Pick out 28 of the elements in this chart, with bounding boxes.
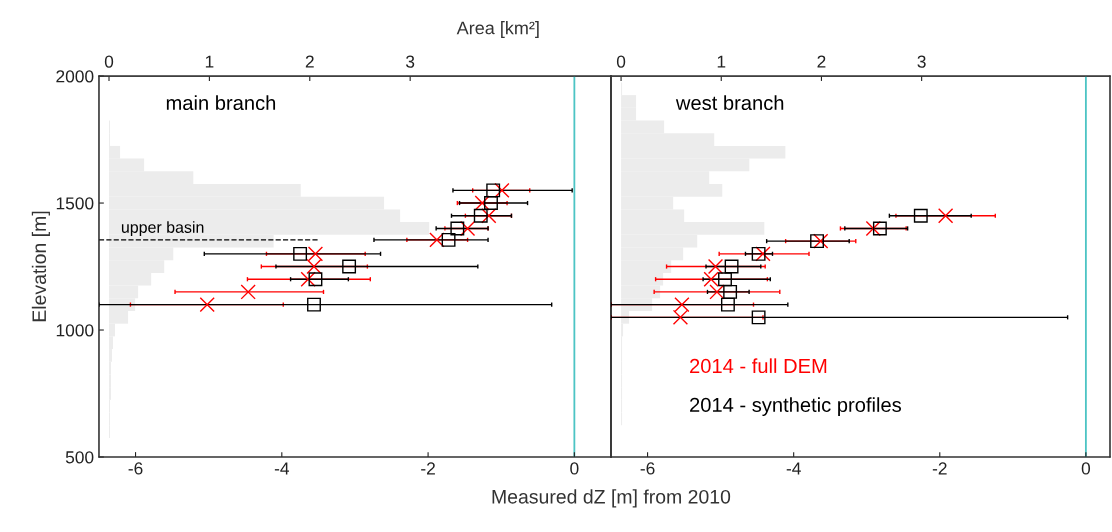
series-label: 2014 - full DEM: [690, 358, 827, 374]
y-tick-label: 500: [65, 451, 94, 464]
x-tick-label: 2: [817, 55, 826, 68]
annotation: upper basin: [121, 221, 204, 237]
x-tick-label: -2: [421, 462, 435, 475]
text: west branch: [675, 95, 784, 111]
x-tick-label: -2: [932, 462, 947, 475]
y-tick-label: 1000: [56, 324, 94, 337]
x-tick-label: 0: [1081, 462, 1091, 475]
x-tick-label: -6: [128, 462, 143, 475]
x-axis-title: Area [km²]: [456, 21, 539, 38]
x-tick-label: -4: [274, 462, 290, 475]
x-axis-title: Measured dZ [m] from 2010: [492, 489, 731, 508]
y-tick-label: 1500: [56, 197, 94, 210]
x-tick-label: 0: [616, 55, 626, 68]
y-tick-label: 2000: [56, 70, 94, 83]
x-tick-label: 1: [717, 55, 726, 68]
y-axis-title: Elevation [m]: [31, 211, 50, 322]
x-tick-label: 3: [406, 55, 415, 68]
x-tick-label: 2: [305, 55, 314, 68]
x-tick-label: 1: [205, 55, 214, 68]
x-tick-label: 0: [570, 462, 579, 475]
x-tick-label: 0: [104, 55, 114, 68]
x-tick-label: -6: [640, 462, 655, 475]
x-tick-label: -4: [786, 462, 801, 475]
text: main branch: [166, 95, 276, 111]
text: 2014 - synthetic profiles: [690, 397, 901, 417]
x-tick-label: 3: [917, 55, 926, 68]
